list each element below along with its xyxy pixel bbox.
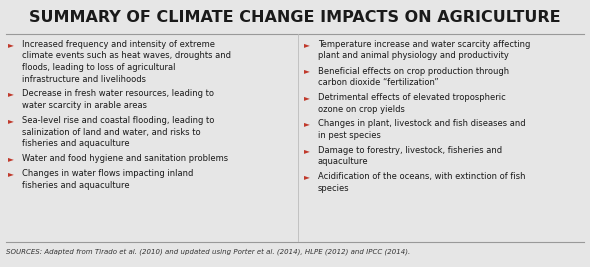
Text: ►: ►: [304, 66, 310, 76]
Text: ►: ►: [304, 93, 310, 102]
Text: carbon dioxide “fertilization”: carbon dioxide “fertilization”: [318, 78, 438, 87]
Text: Beneficial effects on crop production through: Beneficial effects on crop production th…: [318, 66, 509, 76]
Text: Acidification of the oceans, with extinction of fish: Acidification of the oceans, with extinc…: [318, 172, 526, 182]
Text: aquaculture: aquaculture: [318, 158, 369, 167]
Text: Changes in water flows impacting inland: Changes in water flows impacting inland: [22, 169, 194, 178]
Text: ►: ►: [8, 116, 14, 125]
Text: ►: ►: [304, 172, 310, 182]
Text: water scarcity in arable areas: water scarcity in arable areas: [22, 101, 147, 110]
Text: fisheries and aquaculture: fisheries and aquaculture: [22, 139, 130, 148]
Text: Damage to forestry, livestock, fisheries and: Damage to forestry, livestock, fisheries…: [318, 146, 502, 155]
Text: salinization of land and water, and risks to: salinization of land and water, and risk…: [22, 128, 201, 136]
Text: in pest species: in pest species: [318, 131, 381, 140]
Text: floods, leading to loss of agricultural: floods, leading to loss of agricultural: [22, 63, 175, 72]
Text: ►: ►: [8, 40, 14, 49]
Text: SOURCES: Adapted from Tirado et al. (2010) and updated using Porter et al. (2014: SOURCES: Adapted from Tirado et al. (201…: [6, 249, 410, 255]
Text: ozone on crop yields: ozone on crop yields: [318, 104, 405, 113]
Text: Changes in plant, livestock and fish diseases and: Changes in plant, livestock and fish dis…: [318, 120, 526, 128]
Text: SUMMARY OF CLIMATE CHANGE IMPACTS ON AGRICULTURE: SUMMARY OF CLIMATE CHANGE IMPACTS ON AGR…: [29, 10, 561, 26]
Text: Decrease in fresh water resources, leading to: Decrease in fresh water resources, leadi…: [22, 89, 214, 99]
Text: ►: ►: [8, 154, 14, 163]
Text: fisheries and aquaculture: fisheries and aquaculture: [22, 180, 130, 190]
Text: Temperature increase and water scarcity affecting: Temperature increase and water scarcity …: [318, 40, 530, 49]
Text: Sea-level rise and coastal flooding, leading to: Sea-level rise and coastal flooding, lea…: [22, 116, 214, 125]
Text: infrastructure and livelihoods: infrastructure and livelihoods: [22, 74, 146, 84]
Text: ►: ►: [304, 40, 310, 49]
Text: species: species: [318, 184, 349, 193]
Text: climate events such as heat waves, droughts and: climate events such as heat waves, droug…: [22, 52, 231, 61]
Text: ►: ►: [304, 120, 310, 128]
Text: ►: ►: [304, 146, 310, 155]
Text: plant and animal physiology and productivity: plant and animal physiology and producti…: [318, 52, 509, 61]
Text: Detrimental effects of elevated tropospheric: Detrimental effects of elevated troposph…: [318, 93, 506, 102]
Text: ►: ►: [8, 169, 14, 178]
Text: ►: ►: [8, 89, 14, 99]
Text: Water and food hygiene and sanitation problems: Water and food hygiene and sanitation pr…: [22, 154, 228, 163]
Text: Increased frequency and intensity of extreme: Increased frequency and intensity of ext…: [22, 40, 215, 49]
